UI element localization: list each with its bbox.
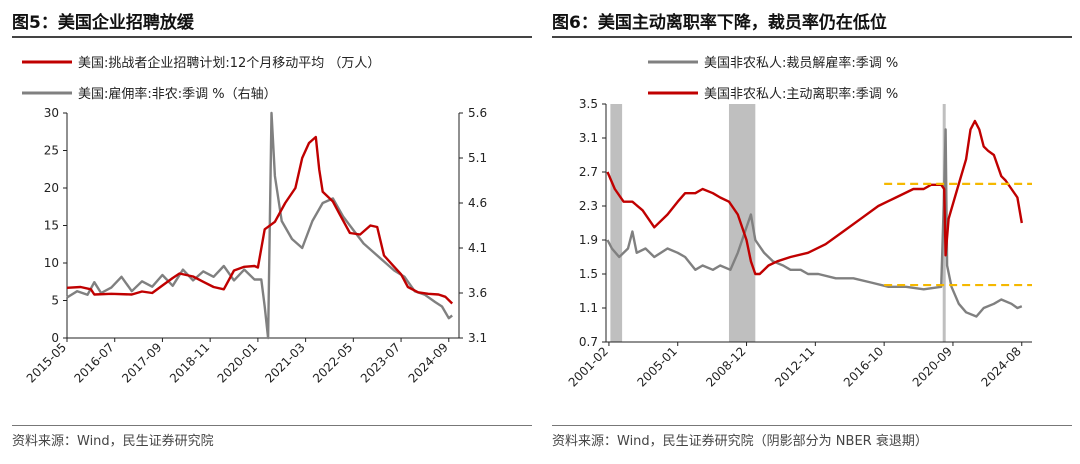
y-tick-label: 2.3 (579, 199, 598, 213)
y-tick-label: 15 (44, 219, 59, 233)
chart-quit-layoff-rates: 美国非农私人:裁员解雇率:季调 % 美国非农私人:主动离职率:季调 % 0.7 1.1… (566, 55, 1032, 390)
x-tick-label: 2012-11 (772, 344, 817, 389)
series-line (66, 135, 454, 305)
source-note: 资料来源：Wind，民生证券研究院（阴影部分为 NBER 衰退期） (552, 434, 928, 449)
recession-shading (610, 104, 623, 342)
y-tick-label: 5.6 (468, 106, 487, 120)
y-tick-label: 1.5 (579, 267, 598, 281)
x-tick-label: 2008-12 (703, 344, 748, 389)
y-tick-label: 30 (44, 106, 59, 120)
x-tick-label: 2001-02 (566, 344, 611, 389)
y-tick-label: 4.1 (468, 241, 487, 255)
x-tick-label: 2018-11 (167, 340, 212, 385)
title-divider (12, 36, 532, 38)
y-tick-label: 0.7 (579, 335, 598, 349)
legend-label: 美国非农私人:主动离职率:季调 % (704, 86, 898, 102)
x-tick-label: 2005-01 (634, 344, 679, 389)
x-tick-label: 2017-09 (119, 340, 164, 385)
x-tick-label: 2020-09 (910, 344, 955, 389)
legend-label: 美国:挑战者企业招聘计划:12个月移动平均 （万人） (78, 55, 380, 71)
y-tick-label: 3.1 (579, 131, 598, 145)
x-tick-label: 2016-10 (841, 344, 886, 389)
x-tick-label: 2020-01 (215, 340, 260, 385)
y-tick-label: 5 (51, 294, 59, 308)
series-line (606, 119, 1023, 276)
recession-shading (728, 104, 756, 342)
y-tick-label: 1.1 (579, 301, 598, 315)
figure-panel-5: 图5：美国企业招聘放缓 美国:挑战者企业招聘计划:12个月移动平均 （万人） 美国… (12, 13, 532, 449)
y-tick-label: 0 (51, 331, 59, 345)
x-tick-label: 2024-09 (406, 340, 451, 385)
y-tick-label: 25 (44, 144, 59, 158)
y-tick-label: 2.7 (579, 165, 598, 179)
source-divider (552, 425, 1072, 426)
x-tick-label: 2021-03 (262, 340, 307, 385)
title-divider (552, 36, 1072, 38)
legend-label: 美国:雇佣率:非农:季调 %（右轴） (78, 86, 277, 102)
y-tick-label: 10 (44, 256, 59, 270)
figure-panel-6: 图6：美国主动离职率下降，裁员率仍在低位 美国非农私人:裁员解雇率:季调 % 美国… (540, 0, 1080, 464)
legend-label: 美国非农私人:裁员解雇率:季调 % (704, 55, 898, 71)
x-tick-label: 2016-07 (71, 340, 116, 385)
y-tick-label: 3.5 (579, 97, 598, 111)
series-line (606, 128, 1023, 318)
y-tick-label: 20 (44, 181, 59, 195)
figure-title: 图5：美国企业招聘放缓 (12, 13, 194, 33)
y-tick-label: 3.1 (468, 331, 487, 345)
x-tick-label: 2022-05 (310, 340, 355, 385)
y-tick-label: 1.9 (579, 233, 598, 247)
series-line (66, 111, 453, 340)
chart-hiring-plans: 美国:挑战者企业招聘计划:12个月移动平均 （万人） 美国:雇佣率:非农:季调 %… (22, 55, 487, 386)
source-divider (12, 425, 532, 426)
figure-title: 图6：美国主动离职率下降，裁员率仍在低位 (552, 13, 887, 33)
y-tick-label: 4.6 (468, 196, 487, 210)
y-tick-label: 3.6 (468, 286, 487, 300)
x-tick-label: 2015-05 (24, 340, 69, 385)
x-tick-label: 2023-07 (358, 340, 403, 385)
y-tick-label: 5.1 (468, 151, 487, 165)
source-note: 资料来源：Wind，民生证券研究院 (12, 434, 214, 449)
x-tick-label: 2024-08 (979, 344, 1024, 389)
